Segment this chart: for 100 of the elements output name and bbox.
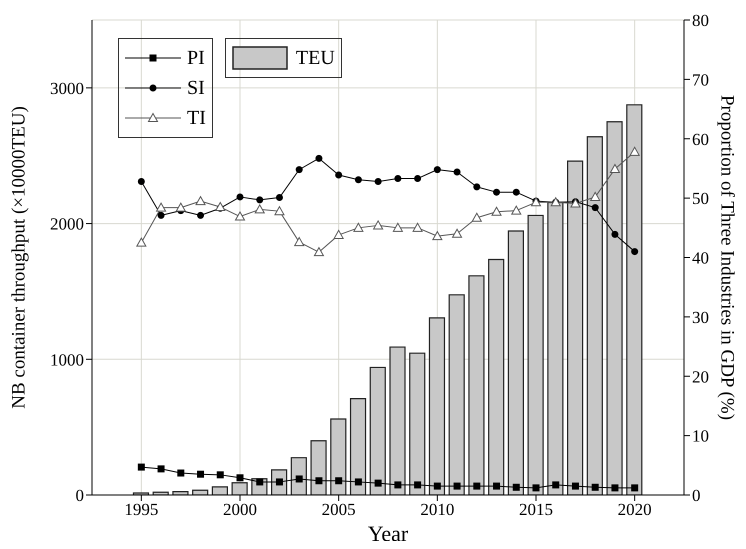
point [138, 464, 145, 471]
point [236, 474, 244, 482]
point [254, 204, 265, 214]
point [392, 222, 403, 232]
point [452, 228, 462, 238]
point [296, 475, 303, 482]
bar [468, 275, 485, 495]
bar [488, 258, 504, 495]
x-axis-title: Year [368, 521, 409, 546]
point [138, 178, 145, 185]
point [294, 237, 304, 246]
point [335, 171, 342, 178]
y2-tick-label: 80 [692, 11, 709, 30]
point [197, 212, 204, 219]
point [296, 166, 303, 174]
y2-tick-label: 10 [692, 426, 709, 446]
bar [310, 440, 327, 495]
point [197, 470, 204, 478]
point [394, 481, 402, 488]
point [236, 193, 244, 200]
point [493, 482, 500, 490]
point [315, 154, 322, 162]
point [158, 465, 165, 472]
point [432, 231, 442, 240]
point [552, 481, 560, 488]
x-tick-label: 2015 [519, 500, 553, 520]
y2-tick-label: 40 [692, 248, 709, 268]
point [315, 477, 322, 484]
y2-tick-label: 60 [692, 130, 709, 149]
y2-tick-label: 20 [692, 367, 709, 386]
point [176, 202, 186, 212]
point [374, 178, 382, 185]
legend-label: TEU [296, 46, 335, 70]
point [611, 230, 618, 238]
x-tick-label: 1995 [124, 500, 158, 520]
point [611, 484, 618, 492]
point [412, 222, 423, 232]
legend-label: SI [187, 76, 205, 100]
point [156, 202, 166, 212]
point [136, 238, 146, 247]
point [493, 188, 500, 196]
point [256, 478, 264, 486]
bar [508, 230, 524, 495]
bar [567, 160, 584, 495]
point [592, 204, 599, 212]
bar [547, 202, 564, 495]
point [334, 230, 344, 239]
point [353, 222, 364, 232]
bar [212, 486, 228, 495]
point [177, 470, 184, 477]
y2-axis-title: Proportion of Three Industries in GDP (%) [716, 94, 738, 420]
point [354, 176, 362, 184]
point [473, 482, 480, 490]
bar [192, 490, 208, 495]
x-tick-label: 2005 [322, 500, 356, 520]
y2-tick-label: 30 [692, 308, 709, 327]
point [434, 482, 441, 490]
bar [330, 418, 346, 495]
point [215, 202, 226, 212]
point [276, 194, 283, 202]
point [454, 168, 461, 176]
bar [606, 121, 623, 495]
bar [409, 352, 426, 495]
point [374, 480, 382, 487]
x-tick-label: 2010 [420, 500, 454, 520]
point [630, 146, 640, 156]
point [631, 248, 638, 256]
y-tick-label: 0 [76, 486, 84, 506]
point [314, 247, 324, 256]
bar [448, 294, 465, 495]
point [512, 188, 520, 196]
point [590, 192, 600, 201]
y-tick-label: 3000 [50, 78, 84, 98]
bar [370, 366, 386, 495]
point [274, 206, 284, 216]
bar [428, 317, 446, 495]
point [394, 175, 402, 182]
point [216, 471, 224, 478]
legend-label: PI [187, 46, 205, 70]
point [354, 478, 362, 486]
bar [528, 214, 544, 495]
point [414, 175, 422, 182]
point [512, 484, 520, 491]
point [631, 484, 638, 492]
y2-tick-label: 0 [692, 486, 700, 506]
y-tick-label: 2000 [50, 214, 84, 234]
point [373, 220, 384, 230]
bar [350, 398, 366, 495]
point [473, 183, 480, 190]
x-tick-label: 2000 [223, 500, 257, 520]
y-axis-title: NB container throughput (×10000TEU) [8, 106, 30, 409]
bar [586, 136, 603, 495]
bar [152, 492, 169, 495]
bar [232, 482, 248, 495]
bar [626, 104, 642, 495]
point [454, 482, 461, 490]
point [511, 206, 522, 215]
point [196, 196, 206, 206]
point [235, 212, 245, 221]
point [592, 484, 599, 491]
